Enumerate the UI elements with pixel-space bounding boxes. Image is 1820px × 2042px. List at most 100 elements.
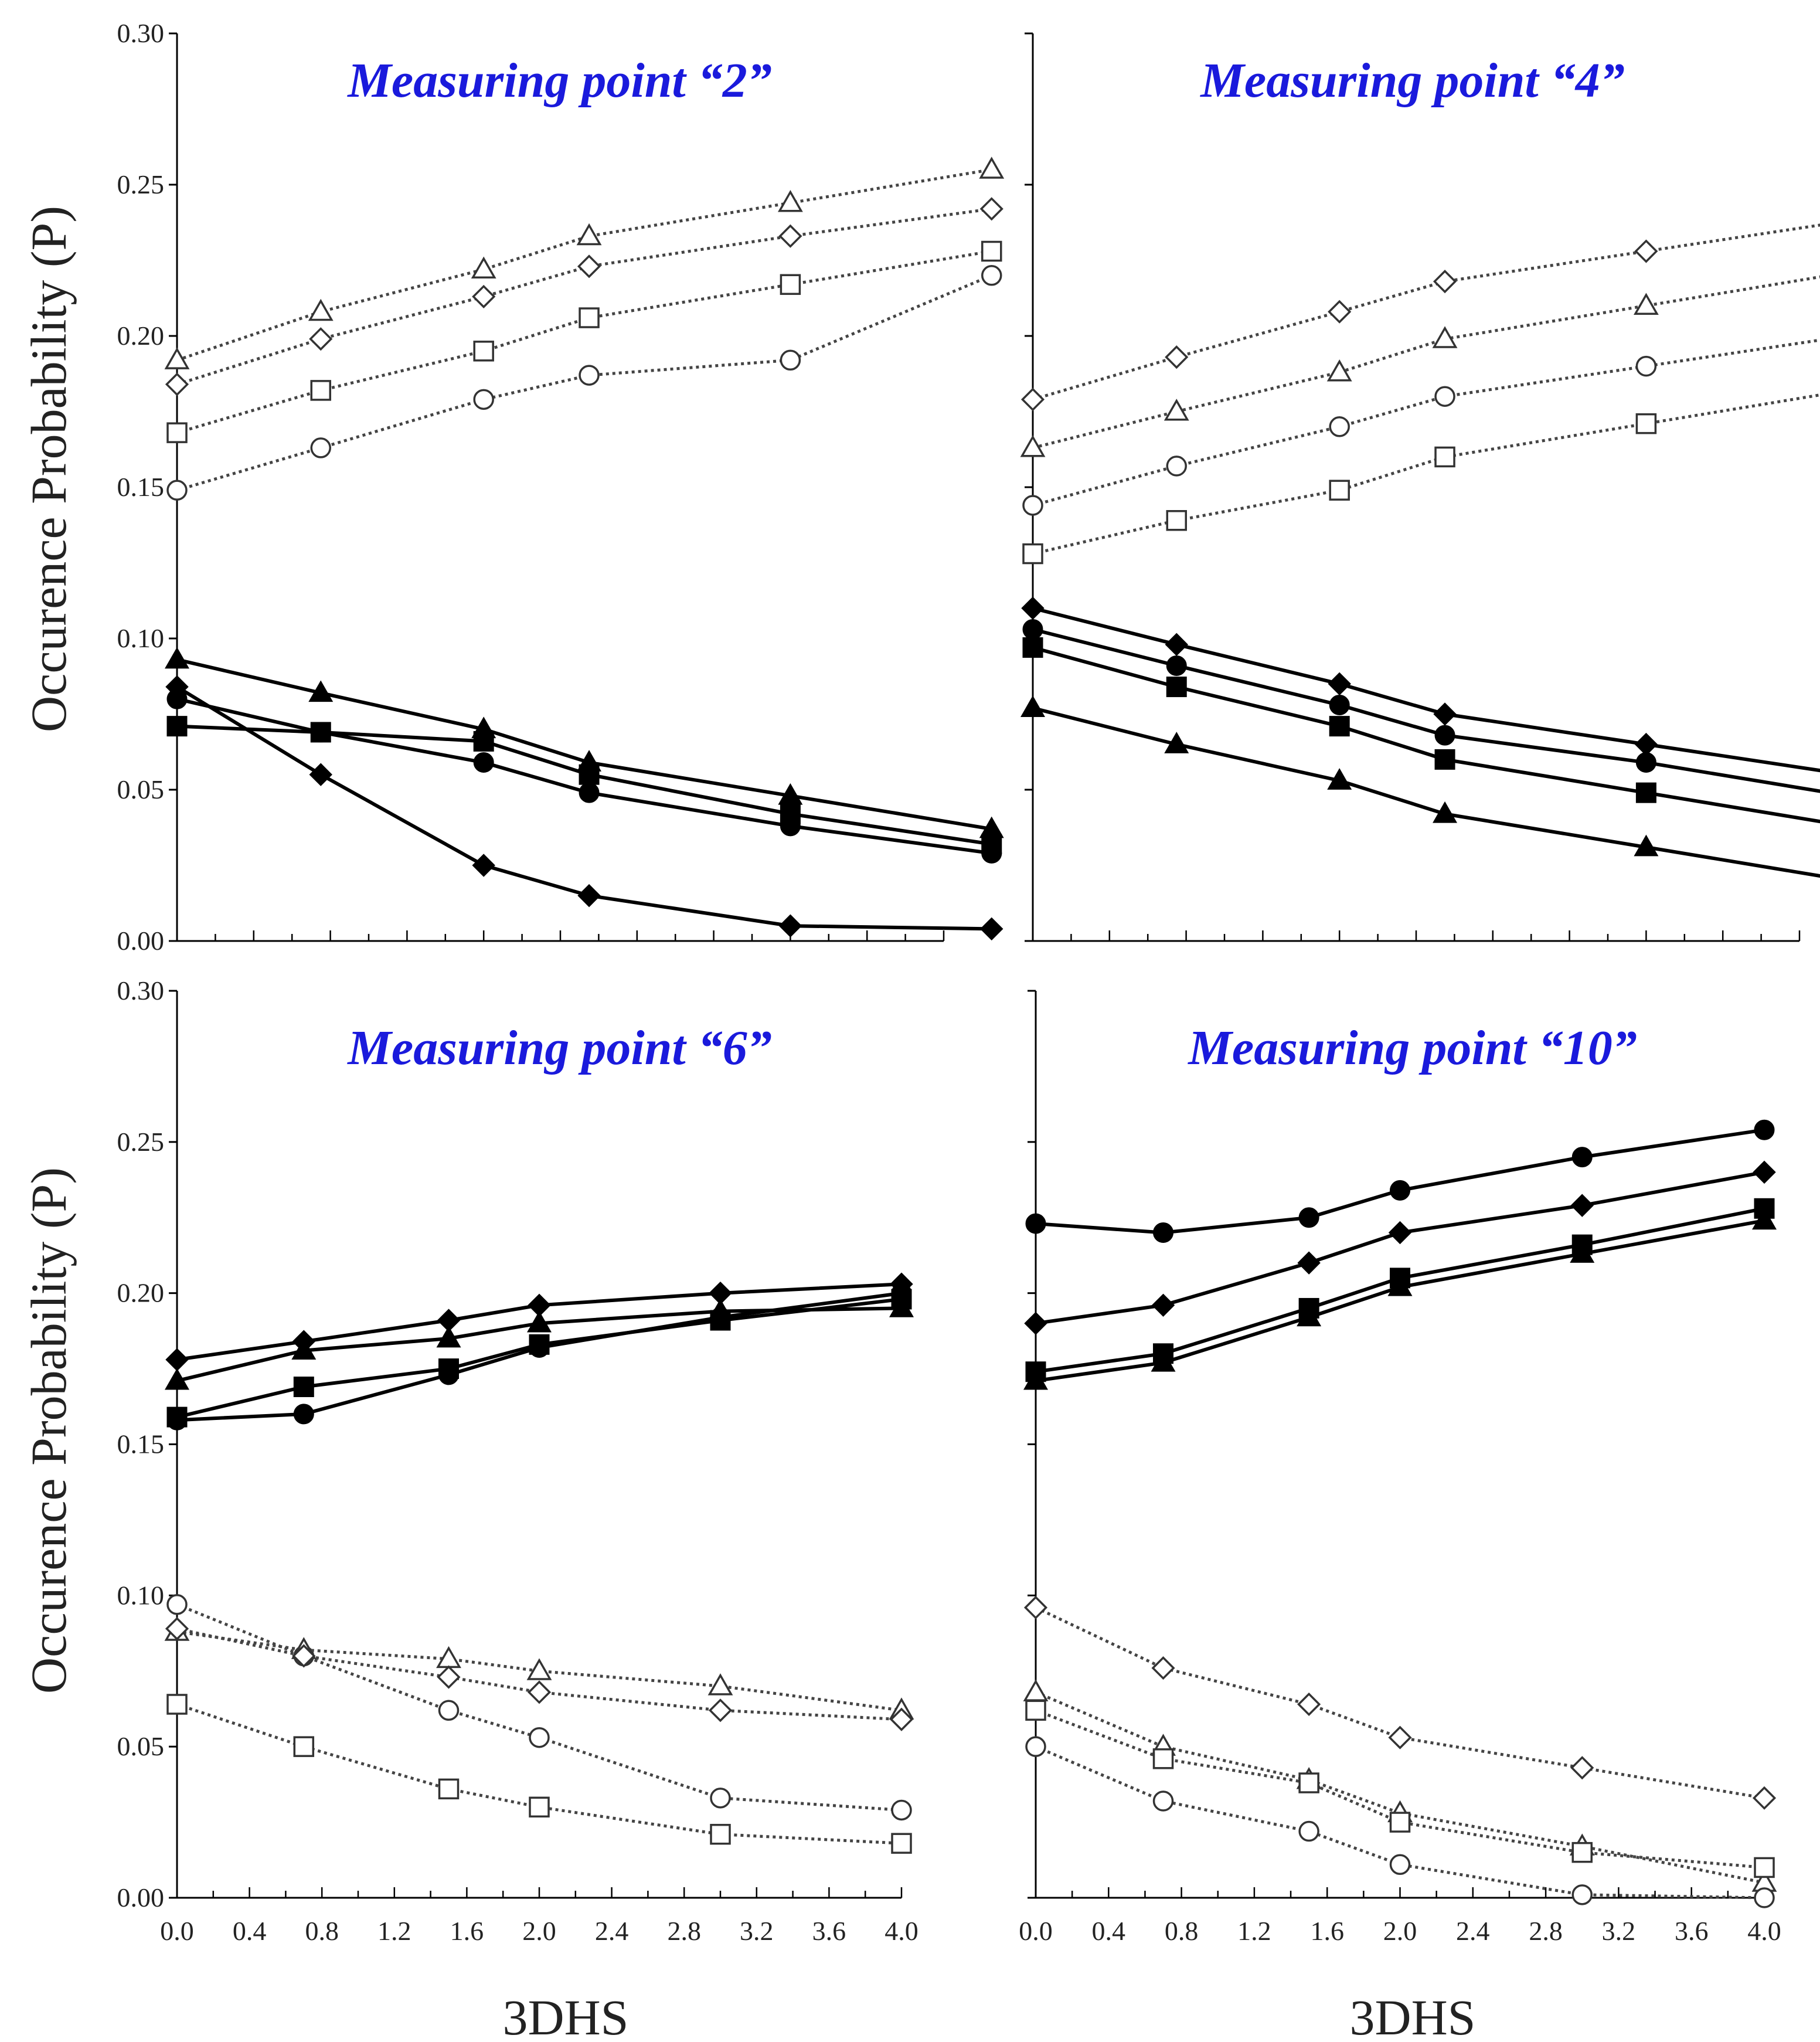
data-point-filled-square (1166, 677, 1187, 698)
data-point-open-diamond (1165, 345, 1189, 369)
series-line-open-diamond (176, 207, 992, 386)
series-line-open-triangle (1032, 275, 1820, 450)
data-point-open-triangle (1023, 1679, 1049, 1701)
x-tick-label: 3.2 (1602, 1916, 1636, 1946)
series-line-open-circle (1032, 338, 1820, 507)
series-line-open-square (1032, 393, 1820, 555)
data-point-open-diamond (309, 327, 333, 351)
series-line-open-circle (176, 1603, 902, 1812)
data-point-filled-circle (1166, 655, 1187, 676)
series-open-square (166, 240, 1002, 443)
data-point-filled-square (1635, 782, 1656, 803)
data-point-open-diamond (1023, 1595, 1048, 1620)
data-point-open-circle (1571, 1884, 1593, 1905)
data-point-open-circle (1754, 1887, 1775, 1908)
data-point-open-diamond (1433, 270, 1457, 294)
data-point-filled-triangle (1151, 1350, 1176, 1372)
data-point-open-square (166, 1694, 188, 1715)
data-point-filled-triangle (165, 1368, 189, 1390)
data-point-filled-circle (473, 752, 494, 773)
data-point-open-circle (1152, 1790, 1174, 1812)
series-filled-diamond (1021, 596, 1820, 773)
data-point-open-triangle (707, 1673, 733, 1696)
data-point-filled-circle (891, 1283, 912, 1304)
data-point-filled-circle (1298, 1207, 1319, 1228)
y-tick-label: 0.30 (117, 18, 165, 48)
x-tick-label: 1.6 (450, 1916, 484, 1946)
y-tick-label: 0.10 (117, 623, 165, 653)
data-point-filled-diamond (165, 675, 189, 699)
data-point-filled-diamond (1433, 702, 1457, 726)
panel-measuring-point-4: Measuring point “4” (1020, 32, 1820, 942)
series-filled-square (1022, 637, 1820, 824)
series-line-filled-circle (176, 1291, 902, 1422)
data-point-open-square (1022, 543, 1043, 565)
data-point-open-diamond (708, 1698, 733, 1722)
data-point-open-triangle (308, 298, 334, 321)
data-point-open-circle (1329, 416, 1350, 437)
data-point-filled-circle (710, 1307, 731, 1328)
data-point-filled-diamond (577, 884, 601, 908)
data-point-open-circle (166, 1594, 188, 1615)
series-line-filled-circle (176, 697, 992, 855)
series-open-triangle (1020, 275, 1820, 457)
series-line-filled-diamond (1032, 606, 1820, 773)
x-tick-label: 2.8 (1529, 1916, 1563, 1946)
data-point-filled-circle (780, 816, 801, 837)
data-point-filled-triangle (1023, 1368, 1048, 1390)
x-tick-label: 2.0 (522, 1916, 556, 1946)
data-point-open-triangle (1326, 359, 1352, 382)
data-point-open-circle (473, 389, 494, 410)
data-point-filled-circle (981, 842, 1002, 864)
data-point-open-circle (1389, 1854, 1411, 1875)
x-tick-label: 3.6 (1675, 1916, 1709, 1946)
data-point-open-diamond (165, 1616, 189, 1641)
series-filled-circle (166, 688, 1002, 864)
data-point-filled-diamond (309, 763, 332, 786)
data-point-filled-square (293, 1377, 314, 1398)
data-point-filled-square (1329, 716, 1350, 737)
data-point-open-square (1571, 1841, 1593, 1863)
data-point-filled-circle (166, 1409, 188, 1431)
data-point-filled-triangle (1297, 1304, 1322, 1327)
data-point-filled-triangle (527, 1310, 552, 1333)
data-point-open-diamond (1752, 1786, 1777, 1810)
series-line-filled-diamond (176, 685, 992, 931)
data-point-open-circle (166, 480, 188, 501)
data-point-filled-diamond (1753, 1160, 1776, 1184)
series-line-filled-diamond (1035, 1170, 1765, 1326)
series-open-triangle (164, 157, 1005, 369)
data-point-open-diamond (1328, 300, 1352, 324)
series-line-open-diamond (1035, 1606, 1765, 1800)
data-point-open-square (310, 380, 331, 401)
panel-measuring-point-10: 0.0 0.4 0.8 1.2 1.6 2.0 2.4 2.8 3.2 3.6 4.0 Measuri… (1019, 990, 1781, 1946)
data-point-filled-diamond (1024, 1311, 1047, 1335)
data-point-open-square (1166, 510, 1187, 531)
data-point-open-diamond (1388, 1725, 1412, 1749)
panel-title: Measuring point “10” (1187, 1021, 1637, 1075)
data-point-open-circle (1298, 1820, 1319, 1842)
series-line-open-circle (1035, 1745, 1765, 1900)
series-line-open-circle (176, 274, 992, 492)
data-point-open-triangle (164, 347, 190, 369)
x-axis-label-right: 3DHS (1349, 1989, 1475, 2042)
series-open-square (1022, 393, 1820, 565)
data-point-open-square (1025, 1700, 1046, 1721)
data-point-filled-circle (310, 722, 331, 743)
x-tick-label: 1.2 (1237, 1916, 1271, 1946)
series-line-filled-diamond (176, 1282, 902, 1362)
data-point-open-circle (310, 437, 331, 458)
data-point-open-circle (438, 1700, 460, 1721)
data-point-open-square (473, 341, 494, 362)
series-open-circle (1022, 338, 1820, 516)
series-filled-triangle (1020, 695, 1820, 878)
data-point-open-square (981, 240, 1002, 262)
data-point-filled-triangle (1387, 1274, 1413, 1296)
series-line-filled-circle (1032, 627, 1820, 793)
data-point-filled-triangle (1164, 732, 1189, 753)
data-point-filled-diamond (1388, 1221, 1412, 1245)
data-point-filled-triangle (1634, 834, 1659, 857)
y-tick-label: 0.20 (117, 321, 165, 351)
data-point-filled-circle (579, 782, 600, 803)
